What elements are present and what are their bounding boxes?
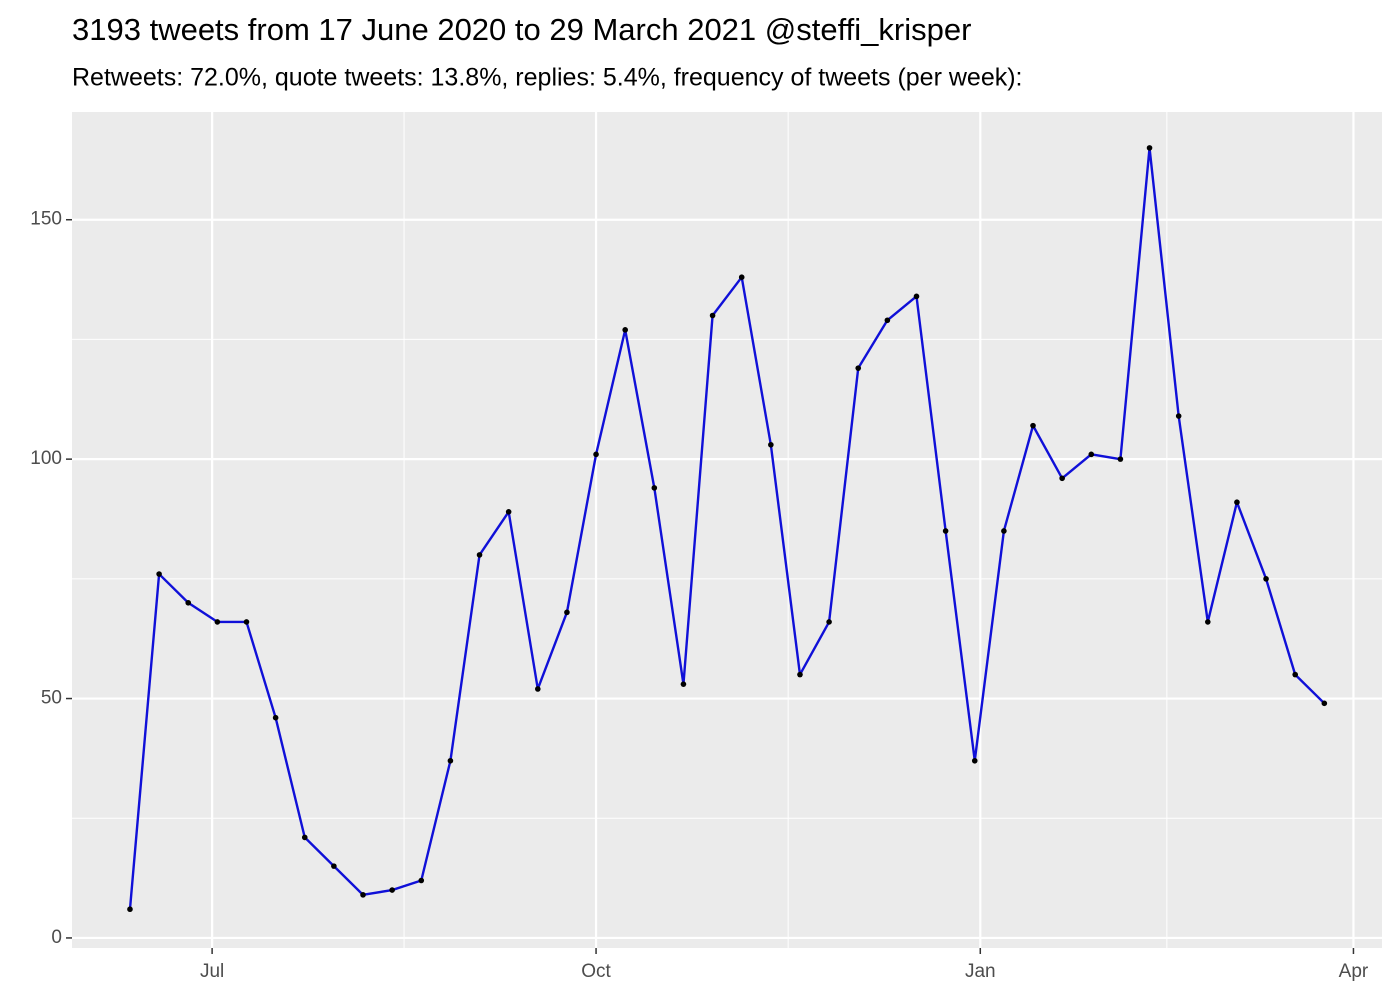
chart-subtitle: Retweets: 72.0%, quote tweets: 13.8%, re… bbox=[72, 64, 1023, 92]
point bbox=[1088, 451, 1095, 458]
x-tick-label: Oct bbox=[581, 961, 611, 982]
point bbox=[1321, 700, 1328, 707]
point bbox=[884, 317, 891, 324]
point bbox=[738, 274, 745, 280]
point bbox=[971, 757, 978, 764]
point bbox=[272, 714, 279, 721]
point bbox=[680, 681, 687, 687]
point bbox=[1204, 619, 1211, 625]
point bbox=[214, 619, 221, 625]
point bbox=[476, 552, 483, 558]
point bbox=[301, 834, 308, 841]
point bbox=[855, 365, 862, 371]
point bbox=[942, 528, 949, 534]
point bbox=[389, 887, 395, 893]
point bbox=[651, 485, 658, 491]
point bbox=[1117, 456, 1124, 462]
point bbox=[1146, 145, 1153, 151]
x-tick-label: Apr bbox=[1339, 961, 1369, 982]
point bbox=[127, 906, 133, 913]
point bbox=[1030, 422, 1036, 429]
point bbox=[913, 293, 920, 300]
point bbox=[1292, 671, 1298, 678]
point bbox=[418, 877, 425, 884]
point bbox=[185, 599, 192, 606]
y-tick-label: 100 bbox=[30, 448, 62, 469]
point bbox=[1234, 499, 1240, 506]
point bbox=[331, 863, 337, 869]
point bbox=[1059, 475, 1065, 482]
point bbox=[826, 619, 832, 625]
point bbox=[360, 892, 366, 898]
point bbox=[1001, 528, 1007, 534]
point bbox=[505, 509, 512, 515]
point bbox=[447, 757, 454, 764]
point bbox=[243, 619, 250, 625]
point bbox=[797, 671, 803, 678]
point bbox=[534, 686, 541, 692]
x-tick-label: Jul bbox=[200, 961, 224, 982]
point bbox=[1263, 576, 1269, 582]
point bbox=[1175, 413, 1182, 419]
point bbox=[768, 441, 774, 448]
x-tick-label: Jan bbox=[965, 961, 996, 982]
point bbox=[709, 312, 716, 319]
y-tick-label: 50 bbox=[41, 688, 62, 709]
point bbox=[564, 609, 570, 616]
line bbox=[128, 146, 1326, 910]
y-tick-label: 0 bbox=[51, 927, 62, 948]
point bbox=[622, 327, 628, 333]
point bbox=[593, 451, 599, 458]
chart-title: 3193 tweets from 17 June 2020 to 29 Marc… bbox=[72, 12, 971, 47]
y-tick-label: 150 bbox=[30, 209, 62, 230]
plot-background bbox=[72, 112, 1382, 948]
point bbox=[156, 571, 162, 577]
